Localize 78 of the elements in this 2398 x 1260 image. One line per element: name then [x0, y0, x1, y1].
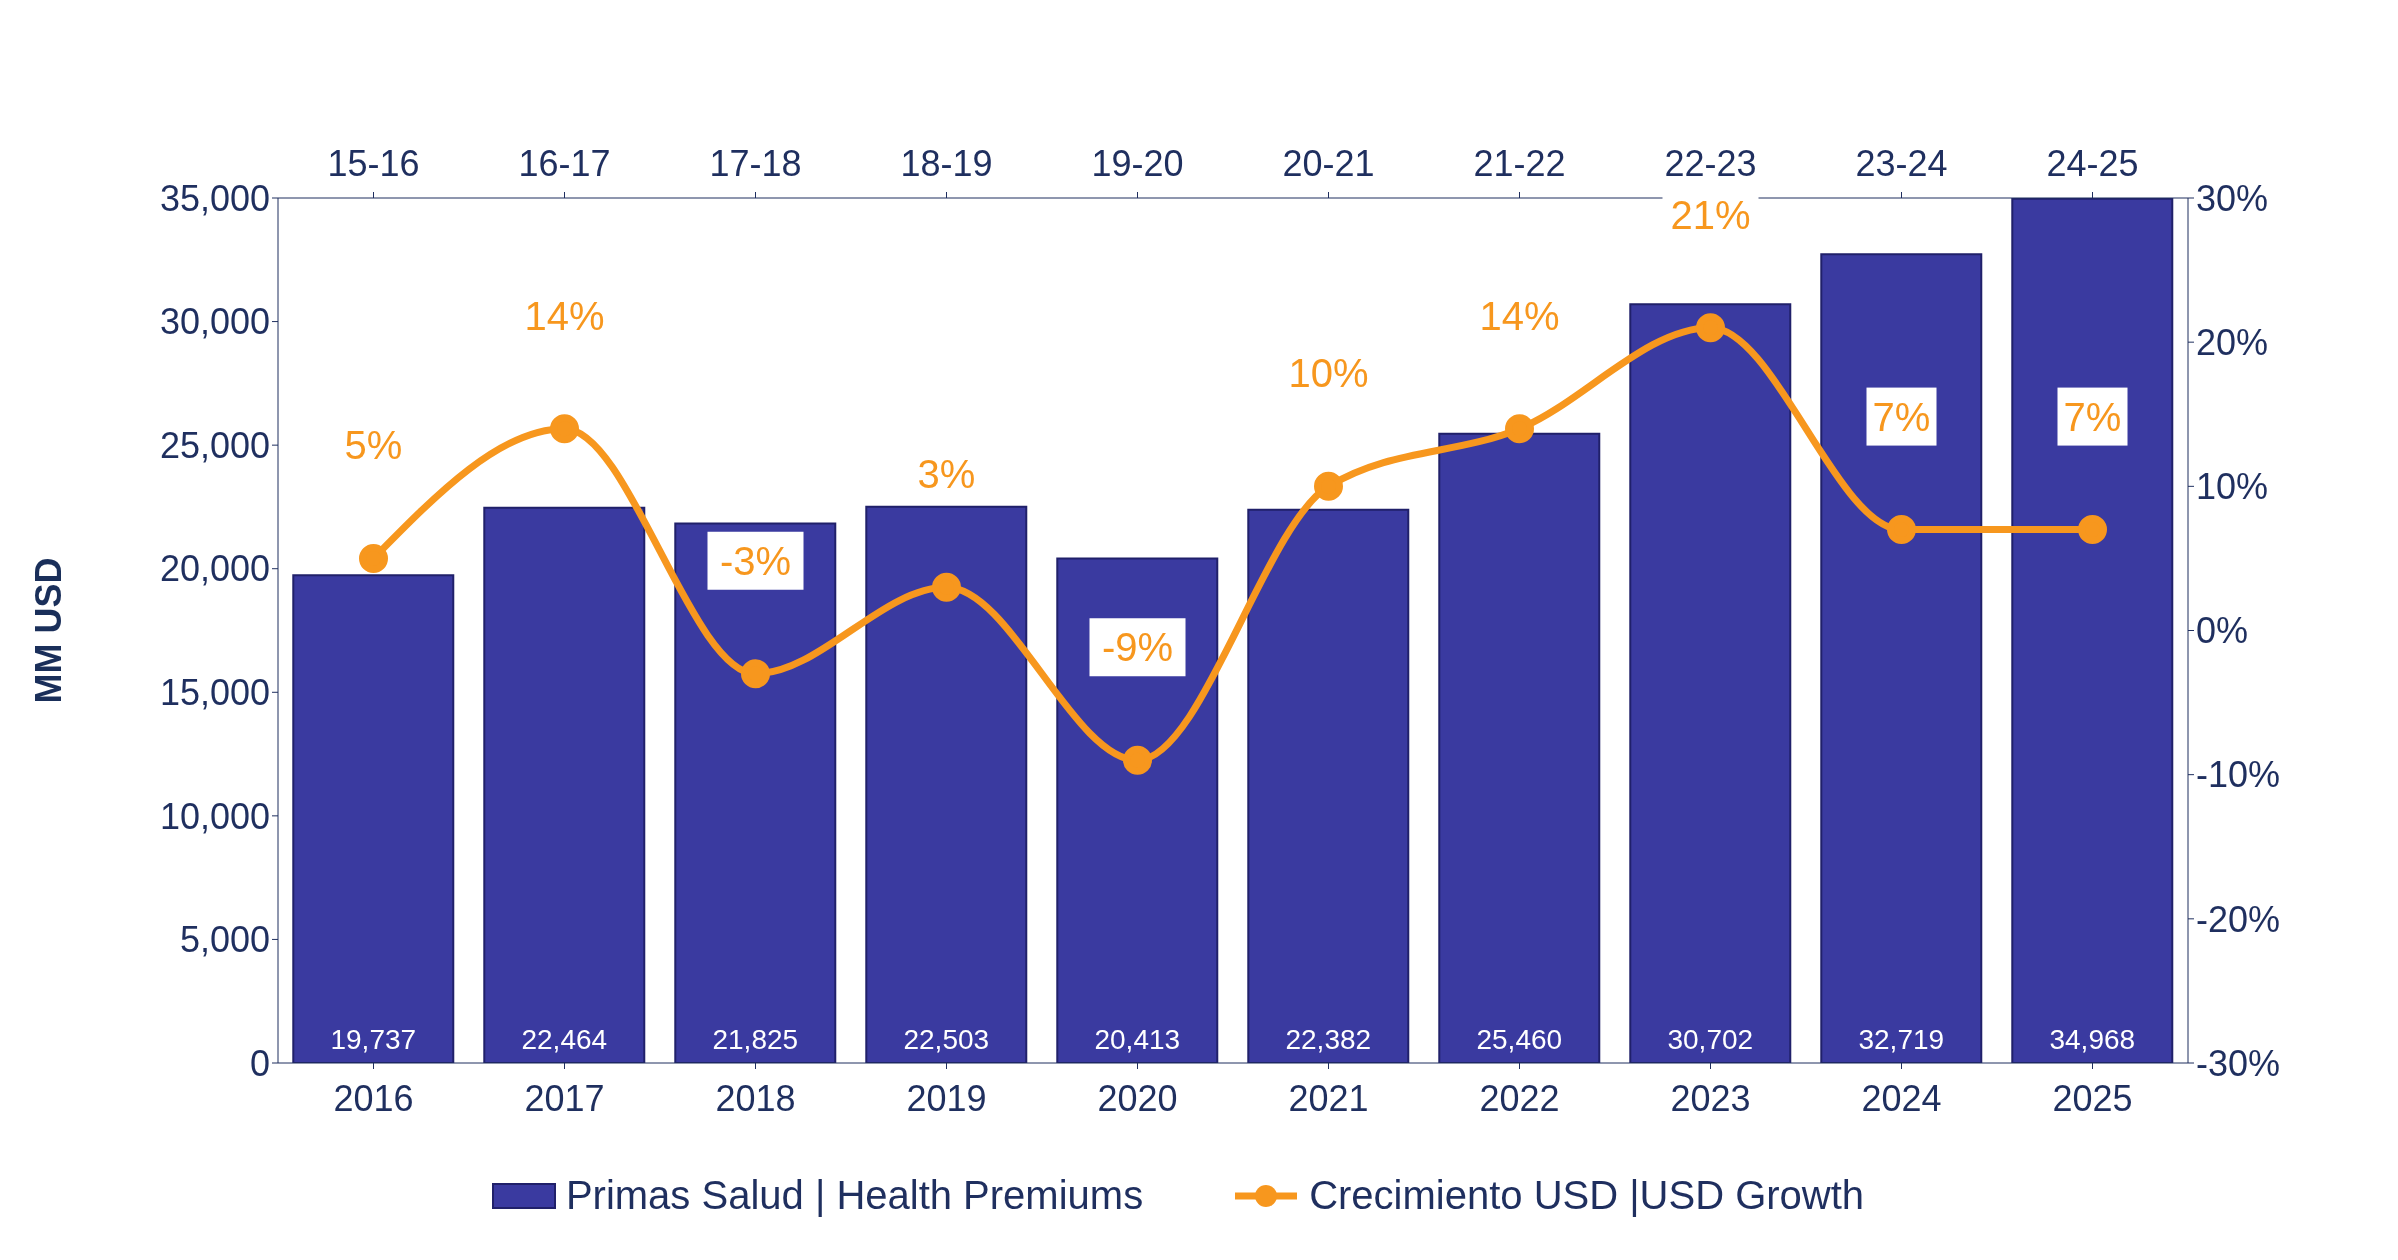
- x-tick-label: 2017: [524, 1077, 605, 1119]
- y-tick-label: 20,000: [159, 548, 270, 590]
- point: [1505, 414, 1534, 444]
- text: 30,702: [1667, 1024, 1754, 1055]
- y-tick-label: 35,000: [159, 177, 270, 219]
- point: [741, 659, 770, 689]
- text: 34,968: [2049, 1024, 2136, 1055]
- text: 23-24: [1855, 143, 1948, 184]
- text: 21%: [1670, 192, 1751, 237]
- x-tick-label: 2025: [2052, 1077, 2133, 1119]
- x-tick-label: 2023: [1670, 1077, 1751, 1119]
- point: [1123, 745, 1152, 775]
- text: 21-22: [1473, 143, 1566, 184]
- text: 24-25: [2046, 143, 2139, 184]
- y2-tick-label: -20%: [2196, 898, 2281, 940]
- x-tick-label: 2021: [1288, 1077, 1369, 1119]
- y-tick-label: 5,000: [179, 919, 270, 961]
- x-tick-label: 2018: [715, 1077, 796, 1119]
- bar: [2011, 198, 2174, 1063]
- x-tick-label: 2024: [1861, 1077, 1942, 1119]
- legend-label: Crecimiento USD |USD Growth: [1309, 1173, 1865, 1218]
- y2-tick-label: 10%: [2196, 466, 2269, 508]
- bar: [1629, 303, 1792, 1063]
- y2-tick-label: -30%: [2196, 1042, 2281, 1084]
- text: 7%: [2063, 394, 2122, 439]
- bar: [1056, 557, 1219, 1063]
- text: 21,825: [712, 1024, 799, 1055]
- x-tick-label: 2019: [906, 1077, 987, 1119]
- point: [1314, 471, 1343, 501]
- text: 16-17: [518, 143, 611, 184]
- point: [2078, 515, 2107, 545]
- x-tick-label: 2022: [1479, 1077, 1560, 1119]
- legend-label: Primas Salud | Health Premiums: [565, 1173, 1144, 1218]
- y2-tick-label: 0%: [2196, 610, 2249, 652]
- y-tick-label: 10,000: [159, 795, 270, 837]
- text: 22-23: [1664, 143, 1757, 184]
- text: 18-19: [900, 143, 993, 184]
- text: 14%: [1479, 293, 1560, 338]
- bar: [1438, 432, 1601, 1063]
- bar: [483, 506, 646, 1063]
- text: 32,719: [1858, 1024, 1945, 1055]
- text: 19,737: [330, 1024, 417, 1055]
- text: 17-18: [709, 143, 802, 184]
- y2-tick-label: -10%: [2196, 754, 2281, 796]
- y-axis-title: MM USD: [27, 557, 69, 704]
- x-tick-label: 2020: [1097, 1077, 1178, 1119]
- text: 19-20: [1091, 143, 1184, 184]
- text: 5%: [344, 423, 403, 468]
- bar: [1247, 508, 1410, 1063]
- y-tick-label: 15,000: [159, 672, 270, 714]
- text: -3%: [719, 538, 792, 583]
- text: 15-16: [327, 143, 420, 184]
- y2-tick-label: 30%: [2196, 177, 2269, 219]
- point: [1696, 313, 1725, 343]
- text: 3%: [917, 452, 976, 497]
- text: 22,464: [521, 1024, 608, 1055]
- point: [550, 414, 579, 444]
- bar: [292, 574, 455, 1063]
- point: [1887, 515, 1916, 545]
- point: [359, 543, 388, 573]
- text: 10%: [1288, 351, 1369, 396]
- text: 7%: [1872, 394, 1931, 439]
- x-tick-label: 2016: [333, 1077, 414, 1119]
- y-tick-label: 30,000: [159, 301, 270, 343]
- text: -9%: [1101, 625, 1174, 670]
- text: 20,413: [1094, 1024, 1181, 1055]
- text: 22,382: [1285, 1024, 1372, 1055]
- bar: [674, 522, 837, 1063]
- bar: [1820, 253, 1983, 1063]
- y-tick-label: 25,000: [159, 424, 270, 466]
- point: [932, 572, 961, 602]
- text: 25,460: [1476, 1024, 1563, 1055]
- text: 14%: [524, 293, 605, 338]
- y-tick-label: 0: [249, 1042, 270, 1084]
- text: 22,503: [903, 1024, 990, 1055]
- bar: [865, 505, 1028, 1063]
- text: 20-21: [1282, 143, 1375, 184]
- y2-tick-label: 20%: [2196, 321, 2269, 363]
